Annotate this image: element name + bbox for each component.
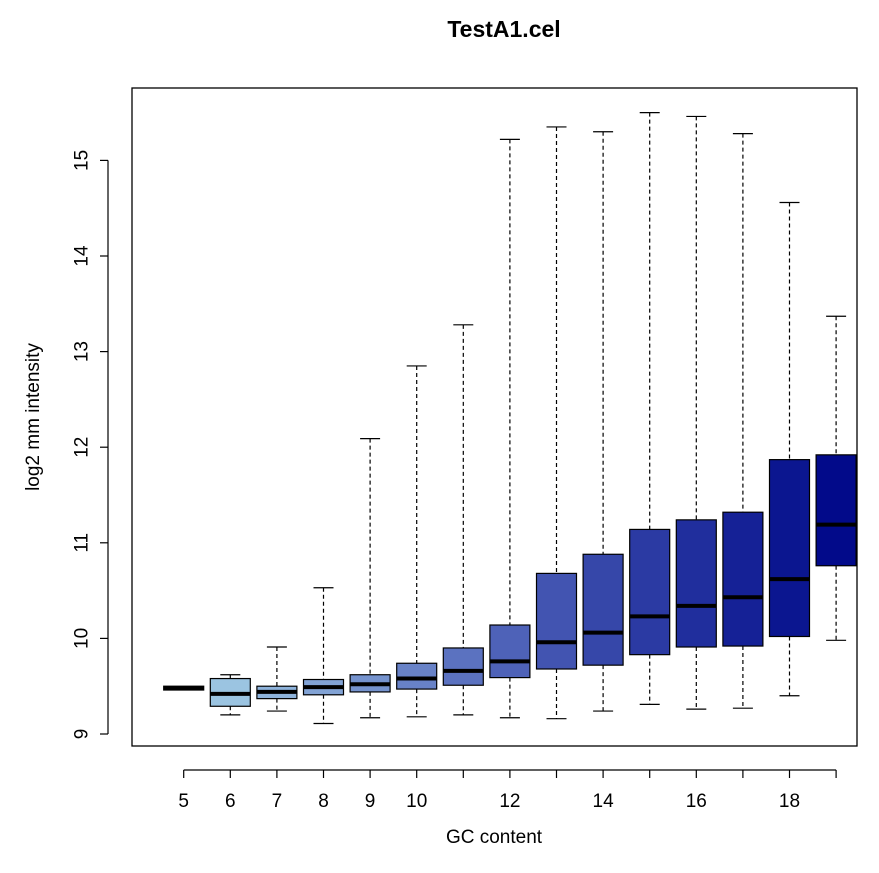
box-gc-8 (302, 587, 345, 725)
box-gc-12 (489, 138, 531, 719)
x-axis-label: GC content (446, 827, 543, 848)
y-tick-label: 13 (72, 341, 93, 362)
y-axis: 9 10 11 12 13 14 15 (72, 150, 109, 739)
box-gc-13 (535, 126, 578, 720)
box-body (396, 662, 438, 690)
x-tick-label: 8 (318, 791, 329, 812)
box-gc-10 (396, 365, 438, 718)
x-tick-label: 14 (593, 791, 615, 812)
box-body (489, 624, 531, 679)
y-axis-label: log2 mm intensity (23, 343, 44, 491)
box-group (163, 111, 857, 725)
x-tick-label: 6 (225, 791, 236, 812)
box-body (629, 528, 671, 656)
x-tick-label: 5 (178, 791, 189, 812)
box-body (722, 511, 764, 647)
box-gc-14 (582, 131, 624, 712)
x-tick-label: 12 (499, 791, 520, 812)
box-body (442, 647, 484, 686)
y-tick-label: 14 (72, 245, 93, 267)
y-tick-label: 15 (72, 150, 93, 171)
x-tick-label: 9 (365, 791, 376, 812)
box-body (535, 572, 578, 670)
y-tick-label: 11 (72, 533, 93, 553)
chart-title: TestA1.cel (447, 16, 560, 42)
box-gc-11 (442, 324, 484, 716)
x-axis: 5 6 7 8 9 10 12 14 16 18 (178, 769, 837, 812)
x-tick-label: 10 (406, 791, 427, 812)
box-gc-9 (349, 437, 391, 719)
y-tick-label: 9 (72, 729, 93, 740)
x-tick-label: 16 (686, 791, 707, 812)
box-gc-5 (163, 685, 205, 691)
box-gc-15 (629, 111, 671, 705)
y-tick-label: 12 (72, 437, 93, 458)
y-tick-label: 10 (72, 628, 93, 649)
box-gc-7 (256, 646, 298, 712)
x-tick-label: 18 (779, 791, 800, 812)
box-gc-18 (768, 201, 811, 697)
box-body (768, 459, 811, 638)
box-gc-16 (675, 115, 717, 710)
box-gc-6 (209, 674, 251, 716)
box-gc-17 (722, 133, 764, 709)
box-gc-19 (815, 315, 857, 641)
box-body (675, 519, 717, 648)
box-body (815, 454, 857, 567)
box-body (582, 553, 624, 666)
plot-frame (131, 87, 858, 747)
x-tick-label: 7 (272, 791, 283, 812)
